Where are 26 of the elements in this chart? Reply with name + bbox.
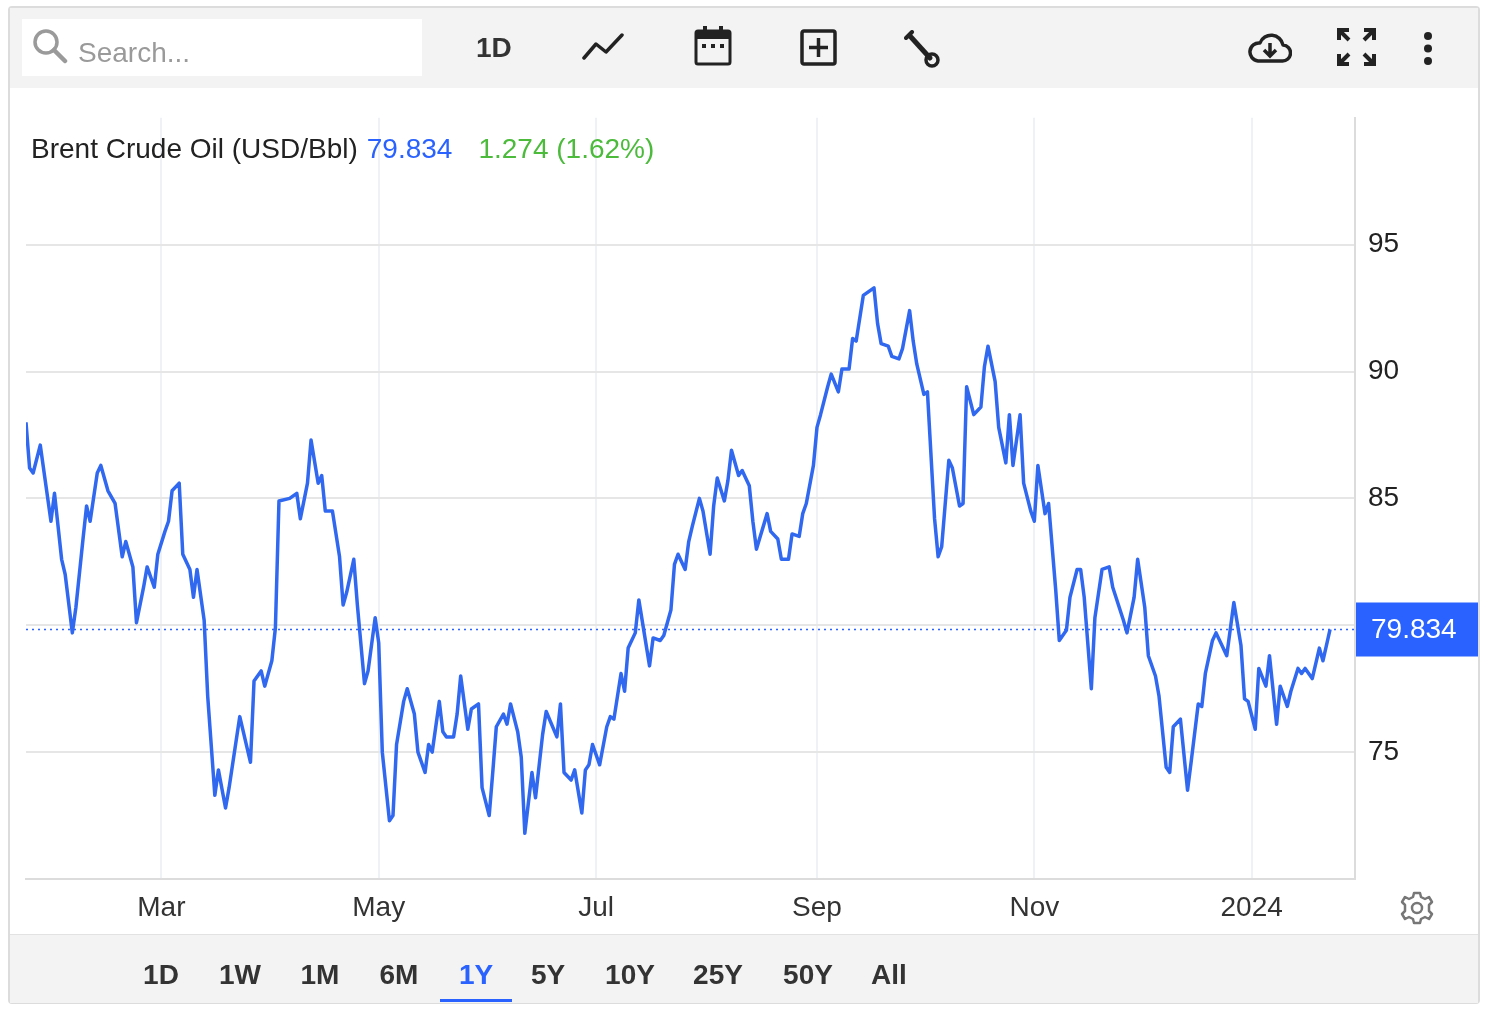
x-tick-label: 2024 (1220, 890, 1283, 922)
text: 1D (476, 31, 512, 65)
text: 25Y (693, 958, 743, 992)
annotation: 79.834 (366, 133, 453, 164)
y-tick-label: 75 (1368, 734, 1400, 766)
text: 1W (219, 958, 261, 992)
text: 10Y (605, 958, 655, 992)
y-tick-label: 90 (1368, 354, 1400, 386)
x-tick-label: Sep (792, 890, 842, 922)
x-tick-label: May (352, 890, 406, 922)
text: 50Y (783, 958, 833, 992)
x-tick-label: Jul (578, 890, 614, 922)
text: Search... (78, 36, 191, 70)
x-tick-label: Mar (137, 890, 186, 922)
text: Brent Crude Oil (USD/Bbl) (31, 133, 358, 164)
ref-line-label: 79.834 (1371, 613, 1457, 645)
text: 5Y (530, 958, 566, 992)
y-tick-label: 95 (1368, 227, 1400, 259)
text: 6M (379, 958, 419, 992)
x-tick-label: Nov (1009, 890, 1060, 922)
text: 1M (300, 958, 340, 992)
text: All (871, 958, 907, 992)
text: 1D (143, 958, 179, 992)
y-tick-label: 85 (1368, 481, 1400, 513)
text: 1Y (458, 958, 494, 992)
annotation: 1.274 (1.62%) (478, 133, 655, 164)
